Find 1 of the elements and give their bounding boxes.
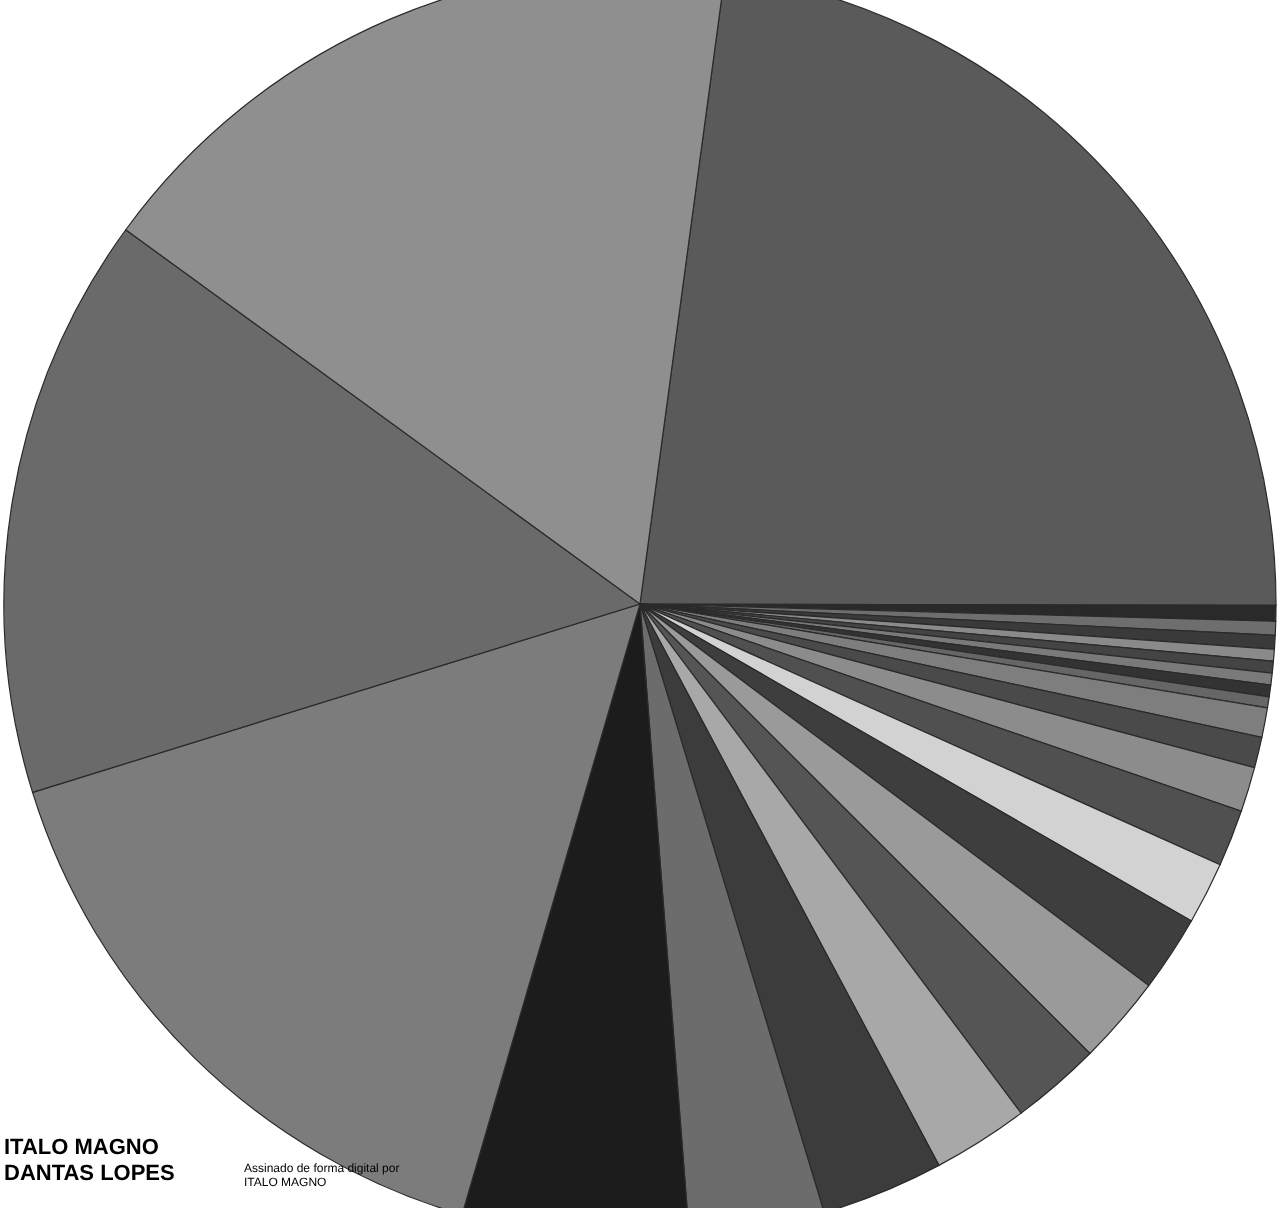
text: ITALO MAGNO DANTAS LOPES xyxy=(4,1136,177,1188)
